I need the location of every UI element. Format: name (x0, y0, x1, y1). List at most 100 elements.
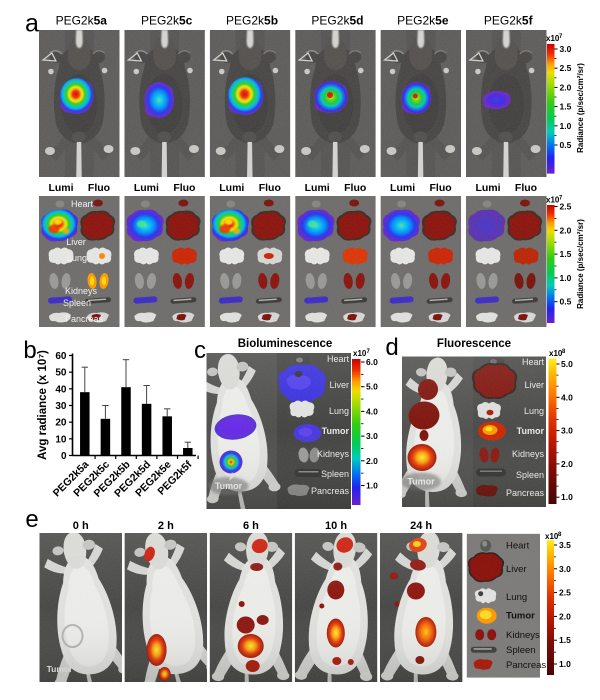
svg-text:1.0: 1.0 (366, 481, 378, 491)
svg-text:Lumi: Lumi (305, 182, 330, 194)
svg-text:x10: x10 (546, 34, 560, 43)
svg-text:20: 20 (55, 418, 67, 429)
svg-text:PEG2k5a: PEG2k5a (56, 14, 108, 28)
svg-text:Lung: Lung (329, 406, 349, 416)
svg-text:Lumi: Lumi (134, 182, 159, 194)
svg-text:Bioluminescence: Bioluminescence (238, 338, 333, 350)
svg-text:Liver: Liver (506, 564, 527, 575)
svg-text:Kidneys: Kidneys (317, 449, 350, 459)
svg-text:Lumi: Lumi (48, 182, 73, 194)
svg-text:0.5: 0.5 (560, 297, 572, 307)
svg-text:2 h: 2 h (158, 520, 174, 532)
svg-text:Avg radiance (x 10⁷): Avg radiance (x 10⁷) (37, 350, 49, 460)
svg-text:2.5: 2.5 (560, 202, 572, 212)
svg-text:0: 0 (61, 451, 67, 462)
svg-text:2.5: 2.5 (559, 588, 571, 598)
svg-text:Tumor: Tumor (322, 426, 350, 436)
svg-text:1.0: 1.0 (561, 492, 573, 502)
svg-text:40: 40 (55, 384, 67, 395)
svg-text:Spleen: Spleen (63, 298, 91, 308)
svg-text:Fluo: Fluo (515, 182, 537, 194)
svg-text:3.0: 3.0 (559, 564, 571, 574)
svg-text:30: 30 (55, 401, 67, 412)
svg-text:Spleen: Spleen (506, 645, 536, 656)
svg-text:Pancreas: Pancreas (506, 660, 546, 671)
svg-text:Tumor: Tumor (517, 426, 545, 436)
svg-text:0 h: 0 h (73, 520, 89, 532)
svg-text:Spleen: Spleen (516, 470, 544, 480)
svg-text:5.0: 5.0 (561, 359, 573, 369)
svg-text:PEG2k5d: PEG2k5d (311, 14, 363, 28)
svg-text:Fluo: Fluo (430, 182, 452, 194)
svg-text:x10: x10 (549, 349, 563, 358)
svg-text:2.0: 2.0 (559, 611, 571, 621)
svg-text:4.0: 4.0 (366, 406, 378, 416)
svg-text:Radiance (p/sec/cm²/sr): Radiance (p/sec/cm²/sr) (576, 219, 585, 309)
svg-text:Fluo: Fluo (88, 182, 110, 194)
svg-text:c: c (194, 337, 206, 364)
svg-text:2.5: 2.5 (560, 63, 572, 73)
svg-text:Kidneys: Kidneys (512, 449, 545, 459)
svg-text:PEG2k5e: PEG2k5e (397, 14, 449, 28)
svg-text:1.0: 1.0 (560, 121, 572, 131)
svg-text:1.5: 1.5 (560, 102, 572, 112)
svg-text:Pancreas: Pancreas (65, 314, 104, 324)
svg-text:5.0: 5.0 (366, 382, 378, 392)
svg-text:a: a (25, 10, 39, 38)
svg-text:Tumor: Tumor (506, 611, 535, 622)
svg-text:Lung: Lung (524, 406, 544, 416)
svg-text:7: 7 (559, 196, 563, 202)
svg-text:8: 8 (562, 349, 566, 355)
svg-text:3.0: 3.0 (366, 431, 378, 441)
svg-text:Heart: Heart (506, 541, 530, 552)
svg-text:Spleen: Spleen (321, 469, 349, 479)
svg-text:PEG2k5c: PEG2k5c (141, 14, 193, 28)
svg-text:Liver: Liver (524, 380, 544, 390)
svg-text:Lumi: Lumi (390, 182, 415, 194)
svg-text:2.0: 2.0 (560, 225, 572, 235)
svg-text:3.5: 3.5 (559, 540, 571, 550)
svg-text:Kidneys: Kidneys (65, 286, 98, 296)
svg-text:Heart: Heart (522, 357, 545, 367)
svg-text:Pancreas: Pancreas (506, 488, 545, 498)
svg-text:1.0: 1.0 (560, 273, 572, 283)
svg-text:1.5: 1.5 (559, 635, 571, 645)
svg-text:Heart: Heart (327, 354, 350, 364)
svg-text:8: 8 (558, 532, 562, 538)
svg-text:Lung: Lung (506, 592, 527, 603)
svg-text:2.0: 2.0 (561, 459, 573, 469)
svg-text:Lung: Lung (67, 253, 87, 263)
svg-text:x10: x10 (545, 532, 559, 541)
svg-text:Lumi: Lumi (219, 182, 244, 194)
svg-text:4.0: 4.0 (561, 392, 573, 402)
svg-text:Radiance (p/sec/cm²/sr): Radiance (p/sec/cm²/sr) (576, 63, 585, 153)
svg-text:60: 60 (55, 351, 67, 362)
svg-text:3.0: 3.0 (561, 426, 573, 436)
svg-text:1.0: 1.0 (559, 659, 571, 669)
svg-text:x10: x10 (546, 196, 560, 205)
svg-text:PEG2k5f: PEG2k5f (484, 14, 534, 28)
svg-text:7: 7 (559, 34, 563, 40)
svg-text:6 h: 6 h (243, 520, 259, 532)
svg-text:24 h: 24 h (410, 520, 432, 532)
svg-text:50: 50 (55, 368, 67, 379)
svg-text:2.0: 2.0 (366, 456, 378, 466)
svg-text:Pancreas: Pancreas (311, 486, 350, 496)
svg-text:Kidneys: Kidneys (506, 630, 540, 641)
svg-text:Fluo: Fluo (344, 182, 366, 194)
svg-text:b: b (23, 337, 36, 364)
svg-text:6.0: 6.0 (366, 357, 378, 367)
svg-text:Fluorescence: Fluorescence (437, 338, 511, 350)
svg-text:Liver: Liver (329, 380, 349, 390)
svg-text:10 h: 10 h (325, 520, 347, 532)
svg-text:3.0: 3.0 (560, 44, 572, 54)
svg-text:Fluo: Fluo (259, 182, 281, 194)
svg-text:0.5: 0.5 (560, 140, 572, 150)
svg-text:Liver: Liver (66, 237, 86, 247)
svg-text:PEG2k5b: PEG2k5b (226, 14, 278, 28)
svg-text:10: 10 (55, 434, 67, 445)
svg-text:Heart: Heart (71, 199, 94, 209)
svg-text:7: 7 (367, 349, 371, 355)
svg-text:2.0: 2.0 (560, 82, 572, 92)
svg-text:Fluo: Fluo (173, 182, 195, 194)
